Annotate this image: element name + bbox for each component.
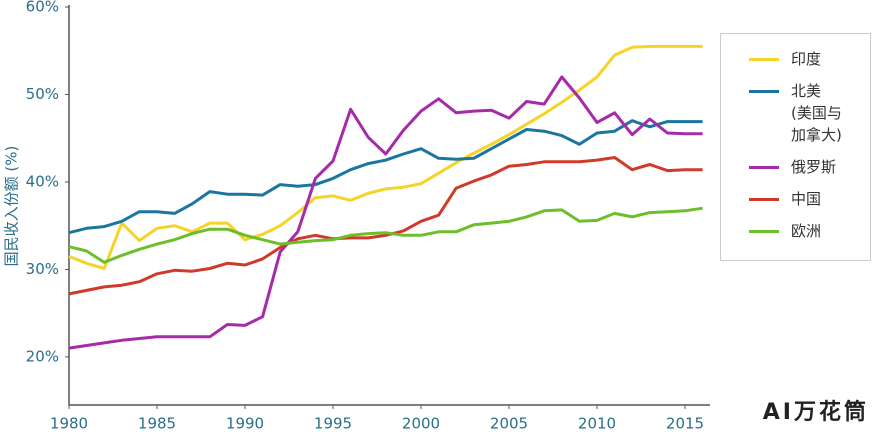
legend-swatch bbox=[749, 230, 779, 233]
series-line bbox=[68, 44, 703, 270]
legend-item: 印度 bbox=[721, 48, 870, 70]
x-tick-label: 2000 bbox=[402, 415, 440, 432]
legend-label: 中国 bbox=[791, 190, 822, 208]
legend-item: 欧洲 bbox=[721, 220, 870, 242]
watermark: AI万花筒 bbox=[762, 400, 869, 425]
series-line bbox=[68, 206, 703, 264]
legend-item: 俄罗斯 bbox=[721, 156, 870, 178]
y-tick-label: 30% bbox=[26, 260, 59, 278]
series-line bbox=[68, 75, 703, 350]
legend-label: 印度 bbox=[791, 50, 822, 68]
x-tick-label: 2015 bbox=[666, 415, 704, 432]
legend-item: 北美 (美国与 加拿大) bbox=[721, 80, 870, 146]
y-tick-label: 60% bbox=[26, 0, 59, 16]
legend-label: 北美 (美国与 加拿大) bbox=[791, 82, 842, 144]
x-tick-label: 2010 bbox=[578, 415, 616, 432]
legend: 印度北美 (美国与 加拿大) 俄罗斯中国欧洲 bbox=[720, 33, 871, 261]
legend-swatch bbox=[749, 198, 779, 201]
y-tick-label: 20% bbox=[26, 347, 59, 365]
legend-label: 俄罗斯 bbox=[791, 158, 837, 176]
x-tick-label: 1995 bbox=[314, 415, 352, 432]
y-axis-label: 国民收入份额 (%) bbox=[3, 146, 21, 267]
x-tick-label: 2005 bbox=[490, 415, 528, 432]
y-tick-label: 40% bbox=[26, 172, 59, 190]
x-tick-label: 1980 bbox=[50, 415, 88, 432]
legend-swatch bbox=[749, 90, 779, 93]
legend-swatch bbox=[749, 166, 779, 169]
legend-item: 中国 bbox=[721, 188, 870, 210]
series-line bbox=[68, 119, 703, 235]
x-tick-label: 1985 bbox=[138, 415, 176, 432]
legend-swatch bbox=[749, 58, 779, 61]
series-line bbox=[68, 156, 703, 296]
x-tick-label: 1990 bbox=[226, 415, 264, 432]
y-tick-label: 50% bbox=[26, 85, 59, 103]
legend-label: 欧洲 bbox=[791, 222, 822, 240]
